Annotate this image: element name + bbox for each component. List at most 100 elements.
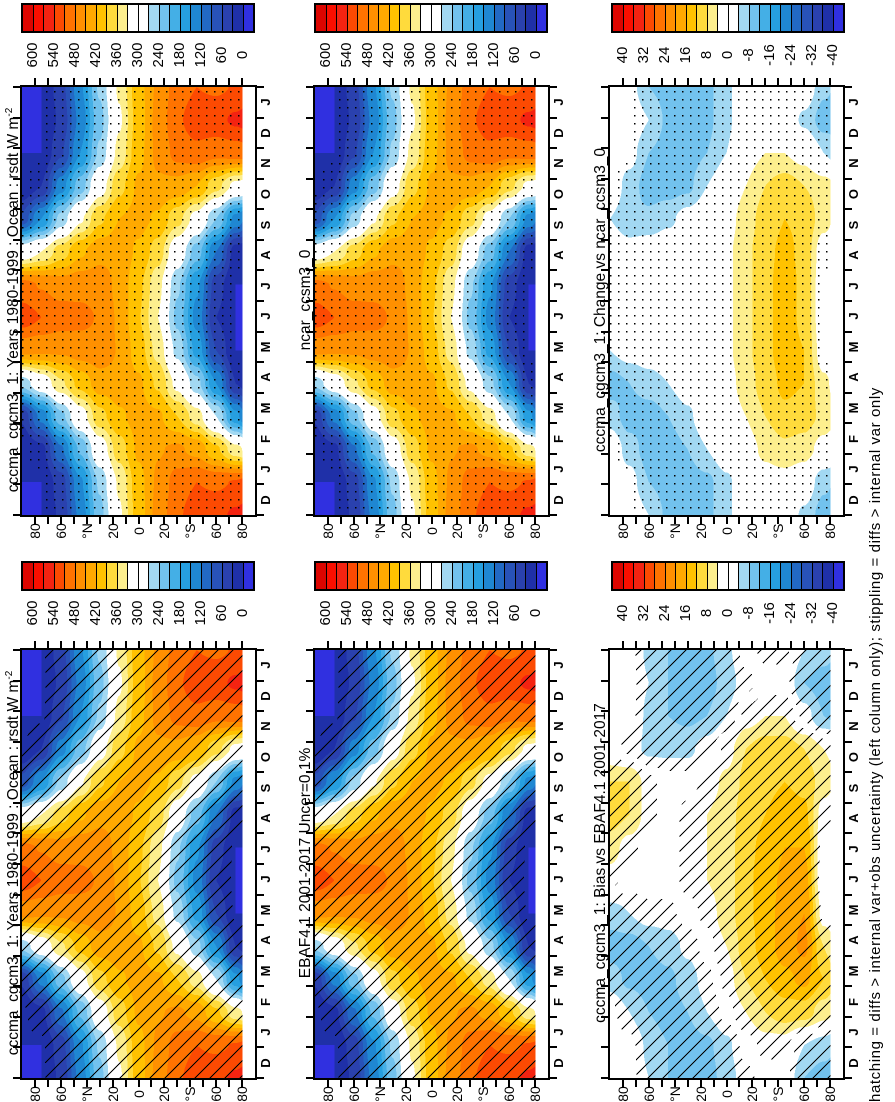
axis-tick [13, 330, 20, 333]
colorbar-segment [525, 563, 536, 589]
axis-tick [228, 641, 231, 648]
axis-tick [13, 116, 20, 119]
axis-tick [13, 300, 20, 302]
axis-tick [189, 1080, 192, 1087]
latitude-tick-label: 80 [527, 1086, 544, 1102]
axis-tick [829, 517, 832, 524]
axis-tick [137, 78, 140, 85]
axis-tick [33, 78, 36, 85]
axis-tick [202, 517, 205, 524]
axis-tick [163, 641, 166, 648]
axis-tick [215, 1080, 218, 1087]
axis-tick [257, 208, 264, 211]
axis-tick [790, 1080, 793, 1087]
axis-tick [13, 710, 20, 713]
latitude-tick-label: 20 [104, 1086, 121, 1102]
colorbar-segment [378, 563, 389, 589]
axis-tick [257, 361, 264, 364]
colorbar-segment [790, 563, 801, 589]
colorbar-segment [759, 5, 770, 31]
axis-tick [601, 300, 608, 302]
axis-tick [257, 483, 264, 486]
axis-tick [339, 641, 342, 648]
axis-tick [660, 517, 663, 524]
axis-tick [13, 649, 20, 651]
axis-tick [378, 641, 381, 648]
colorbar-segment [53, 563, 64, 589]
latitude-tick-label: 0 [130, 1090, 147, 1098]
colorbar-segment [514, 563, 525, 589]
axis-tick [621, 78, 624, 85]
axis-tick [550, 1015, 557, 1018]
axis-tick [365, 1080, 368, 1087]
axis-tick [365, 641, 368, 648]
axis-tick [601, 1077, 608, 1079]
axis-tick [72, 517, 75, 524]
axis-tick [764, 641, 767, 648]
axis-tick [257, 391, 264, 394]
axis-tick [803, 1080, 806, 1087]
colorbar-segment [664, 5, 675, 31]
axis-tick [660, 641, 663, 648]
colorbar-segment [441, 5, 452, 31]
axis-tick [306, 422, 313, 425]
axis-tick [601, 771, 608, 774]
axis-tick [13, 422, 20, 425]
axis-tick [257, 1077, 264, 1079]
axis-tick [550, 208, 557, 211]
axis-tick [176, 517, 179, 524]
axis-tick [13, 771, 20, 774]
axis-tick [306, 649, 313, 651]
axis-tick [306, 679, 313, 682]
axis-tick [845, 238, 852, 241]
colorbar-segment [633, 563, 644, 589]
latitude-tick-label: 60 [208, 1086, 225, 1102]
axis-tick [601, 514, 608, 516]
axis-tick [306, 269, 313, 272]
colorbar-segment [535, 563, 546, 589]
heatmap-canvas-ncar [315, 87, 548, 515]
axis-tick [13, 893, 20, 896]
axis-tick [417, 517, 420, 524]
axis-tick [124, 78, 127, 85]
axis-tick [241, 517, 244, 524]
axis-tick [673, 78, 676, 85]
latitude-tick-label: 60 [640, 1086, 657, 1102]
axis-tick [417, 78, 420, 85]
colorbar-segment [622, 563, 633, 589]
latitude-tick-label: °N [371, 1086, 388, 1102]
axis-tick [85, 641, 88, 648]
axis-tick [111, 517, 114, 524]
colorbar-segment [717, 563, 728, 589]
axis-tick [550, 710, 557, 713]
axis-tick [306, 1077, 313, 1079]
colorbar-segment [504, 5, 515, 31]
axis-tick [621, 1080, 624, 1087]
axis-tick [601, 86, 608, 88]
colorbar-segment [493, 5, 504, 31]
axis-tick [738, 78, 741, 85]
latitude-tick-label: 80 [26, 1086, 43, 1102]
axis-tick [202, 641, 205, 648]
axis-tick [686, 78, 689, 85]
colorbar-segment [643, 563, 654, 589]
axis-tick [725, 517, 728, 524]
axis-tick [601, 238, 608, 241]
axis-tick [738, 517, 741, 524]
axis-tick [751, 641, 754, 648]
axis-tick [845, 269, 852, 272]
axis-tick [601, 954, 608, 957]
axis-tick [601, 985, 608, 988]
colorbar-segment [811, 563, 822, 589]
colorbar-segment [190, 563, 201, 589]
colorbar-segment [316, 5, 326, 31]
axis-tick [257, 238, 264, 241]
axis-tick [712, 1080, 715, 1087]
axis-tick [59, 1080, 62, 1087]
axis-tick [601, 330, 608, 333]
axis-tick [257, 649, 264, 651]
axis-tick [443, 78, 446, 85]
axis-tick [124, 641, 127, 648]
colorbar-segment [832, 563, 843, 589]
axis-tick [306, 514, 313, 516]
